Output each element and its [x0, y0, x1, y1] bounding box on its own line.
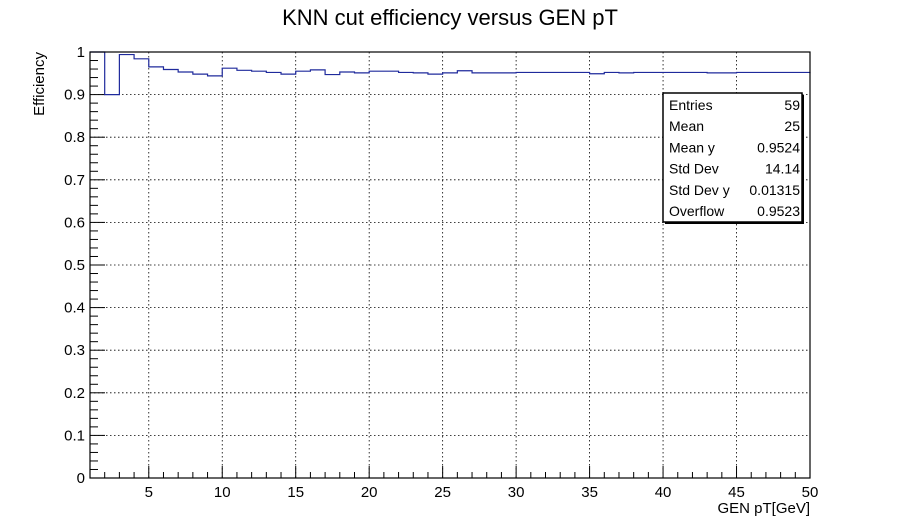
y-tick-label: 0.6	[64, 214, 85, 231]
y-tick-label: 0.5	[64, 257, 85, 274]
plot-frame	[89, 51, 811, 479]
x-tick-label: 20	[361, 484, 378, 501]
y-axis-label: Efficiency	[31, 52, 48, 116]
chart-title: KNN cut efficiency versus GEN pT	[282, 5, 618, 30]
y-tick-label: 1	[77, 44, 85, 61]
y-tick-label: 0.2	[64, 385, 85, 402]
stats-label: Mean	[669, 118, 704, 134]
stats-label: Overflow	[669, 203, 725, 219]
y-tick-label: 0.7	[64, 172, 85, 189]
y-tick-label: 0.8	[64, 129, 85, 146]
x-tick-label: 40	[655, 484, 672, 501]
x-tick-label: 50	[802, 484, 819, 501]
x-tick-label: 30	[508, 484, 525, 501]
stats-box-frame	[662, 92, 803, 223]
x-axis-label: GEN pT[GeV]	[717, 500, 810, 517]
y-tick-label: 0.1	[64, 427, 85, 444]
x-tick-label: 15	[287, 484, 304, 501]
stats-value: 14.14	[765, 161, 800, 177]
x-tick-label: 35	[581, 484, 598, 501]
x-tick-label: 10	[214, 484, 231, 501]
y-tick-label: 0.3	[64, 342, 85, 359]
y-tick-label: 0.4	[64, 300, 85, 317]
stats-box: Entries 59 Mean 25 Mean y 0.9524 Std Dev 14.14 S…	[662, 92, 804, 224]
stats-value: 0.01315	[749, 182, 800, 198]
x-tick-label: 25	[434, 484, 451, 501]
axis-ticks: 5 10 15 20 25 30 35 40 45 50 0 0.1 0.2 0.3 0.4 0.5 0.6 0.…	[64, 44, 818, 501]
x-tick-label: 45	[728, 484, 745, 501]
stats-label: Std Dev y	[669, 182, 730, 198]
stats-value: 0.9523	[757, 203, 800, 219]
stats-label: Entries	[669, 97, 713, 113]
y-tick-label: 0.9	[64, 87, 85, 104]
y-tick-label: 0	[77, 470, 85, 487]
stats-box-shadow-right	[802, 95, 804, 224]
x-tick-label: 5	[145, 484, 153, 501]
stats-value: 25	[784, 118, 800, 134]
efficiency-series-line	[90, 51, 811, 96]
stats-label: Std Dev	[669, 161, 719, 177]
stats-box-shadow-bottom	[665, 222, 804, 224]
stats-value: 59	[784, 97, 800, 113]
stats-value: 0.9524	[757, 139, 800, 155]
stats-label: Mean y	[669, 139, 715, 155]
